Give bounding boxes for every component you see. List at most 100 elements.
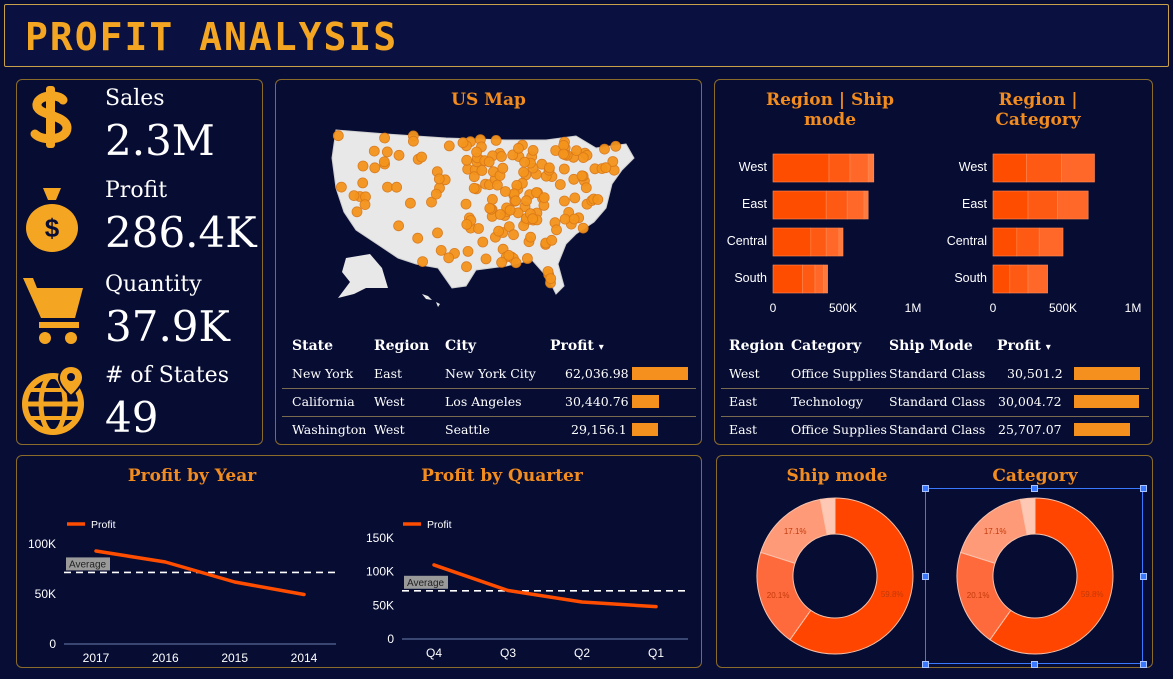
kpi-panel: Sales 2.3M $ Profit 286.4K Quantity 37.9…	[16, 79, 263, 445]
resize-handle[interactable]	[1031, 485, 1038, 492]
table-row[interactable]: West Office Supplies Standard Class 30,5…	[721, 360, 1149, 389]
map-point	[359, 199, 371, 210]
col-region[interactable]: Region	[374, 338, 430, 354]
map-point	[435, 244, 447, 256]
col-city[interactable]: City	[445, 338, 477, 354]
cell-category: Office Supplies	[791, 366, 887, 381]
col-region[interactable]: Region	[729, 338, 785, 354]
map-point	[510, 195, 522, 207]
table-header: Region Category Ship Mode Profit ▾	[721, 332, 1149, 360]
category-label: Central	[947, 234, 987, 248]
category-donut[interactable]: 59.8% 20.1% 17.1%	[955, 496, 1115, 656]
resize-handle[interactable]	[922, 661, 929, 668]
profit-bar	[1074, 395, 1139, 408]
cell-ship-mode: Standard Class	[889, 366, 986, 381]
table-row[interactable]: East Technology Standard Class 30,004.72	[721, 388, 1149, 417]
bar-segment	[867, 153, 875, 183]
col-ship-mode[interactable]: Ship Mode	[889, 338, 973, 354]
profit-by-year-chart[interactable]: 0 50K 100K 2017 2016 2015 2014 Average Profit	[17, 500, 347, 666]
map-point	[357, 160, 369, 172]
category-label: South	[954, 271, 987, 285]
bar-segment	[810, 227, 827, 257]
cell-ship-mode: Standard Class	[889, 422, 986, 437]
slice-label: 59.8%	[881, 590, 904, 599]
cell-ship-mode: Standard Class	[889, 394, 986, 409]
col-profit[interactable]: Profit ▾	[550, 338, 604, 354]
table-row[interactable]: New York East New York City 62,036.98	[282, 360, 696, 389]
map-point	[348, 190, 360, 201]
col-profit[interactable]: Profit ▾	[997, 338, 1051, 354]
x-tick-label: 500K	[829, 301, 857, 315]
cell-region: East	[729, 394, 758, 409]
profit-by-quarter-chart[interactable]: 0 50K 100K 150K Q4 Q3 Q2 Q1 Average Profit	[355, 500, 695, 666]
map-point	[558, 195, 570, 207]
cell-region: West	[729, 366, 760, 381]
y-tick-label: 150K	[366, 531, 394, 545]
us-map[interactable]	[326, 118, 646, 318]
bar-segment	[1016, 227, 1040, 257]
map-point	[473, 223, 484, 234]
resize-handle[interactable]	[1140, 661, 1147, 668]
cell-profit: 30,501.2	[1007, 366, 1063, 381]
cell-region: West	[374, 394, 405, 409]
resize-handle[interactable]	[922, 573, 929, 580]
average-label-bg	[404, 575, 448, 589]
cell-region: East	[374, 366, 403, 381]
map-point	[531, 187, 542, 198]
map-point	[510, 257, 522, 269]
ship-mode-donut[interactable]: 59.8% 20.1% 17.1%	[755, 496, 915, 656]
col-category[interactable]: Category	[791, 338, 862, 354]
shopping-cart-icon	[23, 278, 83, 344]
region-category-chart[interactable]: West East Central South 0 500K 1M	[935, 140, 1153, 320]
map-point	[577, 222, 589, 234]
x-tick-label: 2015	[221, 651, 248, 665]
x-tick-label: 1M	[1125, 301, 1142, 315]
profit-bar	[1074, 423, 1130, 436]
category-label: Central	[727, 234, 767, 248]
profit-bar	[1074, 367, 1140, 380]
x-tick-label: 2016	[152, 651, 179, 665]
bar-segment	[825, 227, 840, 257]
profit-trend-panel: Profit by Year Profit by Quarter 0 50K 100…	[16, 455, 702, 668]
x-tick-label: 2014	[291, 651, 318, 665]
bar-segment	[992, 153, 1027, 183]
map-point	[471, 146, 483, 158]
selection-box[interactable]	[925, 488, 1143, 664]
bar-segment	[814, 264, 824, 294]
profit-label: Profit	[105, 178, 168, 203]
bar-segment	[1027, 190, 1058, 220]
cell-category: Technology	[791, 394, 863, 409]
resize-handle[interactable]	[922, 485, 929, 492]
table-row[interactable]: California West Los Angeles 30,440.76	[282, 388, 696, 417]
y-tick-label: 100K	[28, 537, 56, 551]
map-point	[518, 166, 530, 178]
bar-segment	[828, 153, 851, 183]
map-point	[499, 186, 511, 197]
map-point	[368, 145, 380, 157]
resize-handle[interactable]	[1140, 485, 1147, 492]
x-tick-label: Q1	[648, 646, 664, 660]
bar-segment	[1027, 264, 1048, 294]
resize-handle[interactable]	[1031, 661, 1038, 668]
table-row[interactable]: East Office Supplies Standard Class 25,7…	[721, 416, 1149, 444]
legend-label: Profit	[427, 519, 452, 531]
quantity-label: Quantity	[105, 272, 202, 297]
slice-label: 20.1%	[967, 591, 990, 600]
dollar-icon	[30, 86, 72, 148]
map-point	[496, 151, 507, 162]
state-table: State Region City Profit ▾ New York East…	[282, 332, 696, 444]
table-row[interactable]: Washington West Seattle 29,156.1	[282, 416, 696, 444]
map-point	[600, 162, 612, 174]
col-state[interactable]: State	[292, 338, 334, 354]
bar-segment	[823, 264, 828, 294]
y-tick-label: 50K	[373, 598, 394, 612]
cell-city: Seattle	[445, 422, 490, 437]
resize-handle[interactable]	[1140, 573, 1147, 580]
profit-line	[94, 549, 306, 597]
map-point	[480, 253, 492, 265]
map-point	[543, 162, 555, 174]
category-label: South	[734, 271, 767, 285]
y-tick-label: 0	[49, 637, 56, 651]
map-point	[554, 179, 566, 190]
region-shipmode-chart[interactable]: West East Central South 0 500K 1M	[715, 140, 935, 320]
